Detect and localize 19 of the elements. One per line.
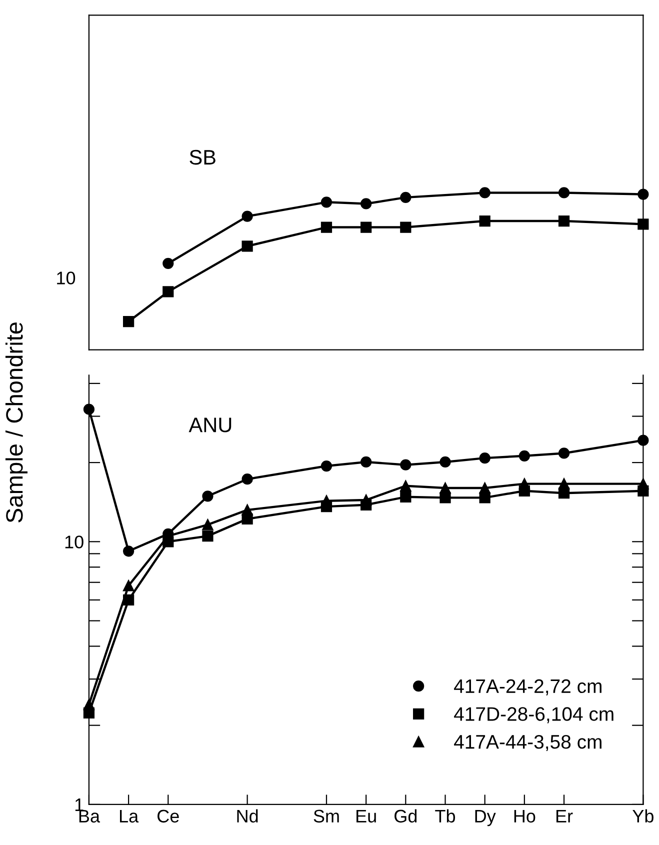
x-tick-label: Yb (632, 809, 654, 823)
annotation: ANU (188, 418, 232, 432)
x-tick-label: Dy (475, 810, 496, 826)
x-tick-label: Er (556, 810, 573, 822)
x-tick-label: Ho (514, 810, 536, 823)
x-tick-label: La (120, 810, 139, 823)
x-tick-label: Ba (79, 810, 100, 823)
legend-label: 417D-28-6,104 cm (454, 707, 614, 724)
legend-label: 417A-24-2,72 cm (454, 679, 602, 696)
x-tick-label: Gd (394, 809, 417, 823)
text: SB (190, 150, 216, 165)
legend-label: 417A-44-3,58 cm (454, 734, 602, 752)
x-tick-label: Eu (356, 810, 376, 823)
y-axis-title: Sample / Chondrite (5, 322, 28, 522)
text: 10 (57, 272, 76, 284)
x-tick-label: Sm (314, 810, 339, 823)
x-tick-label: Nd (237, 809, 258, 823)
x-tick-label: Tb (435, 809, 456, 823)
x-tick-label: Ce (158, 810, 179, 823)
